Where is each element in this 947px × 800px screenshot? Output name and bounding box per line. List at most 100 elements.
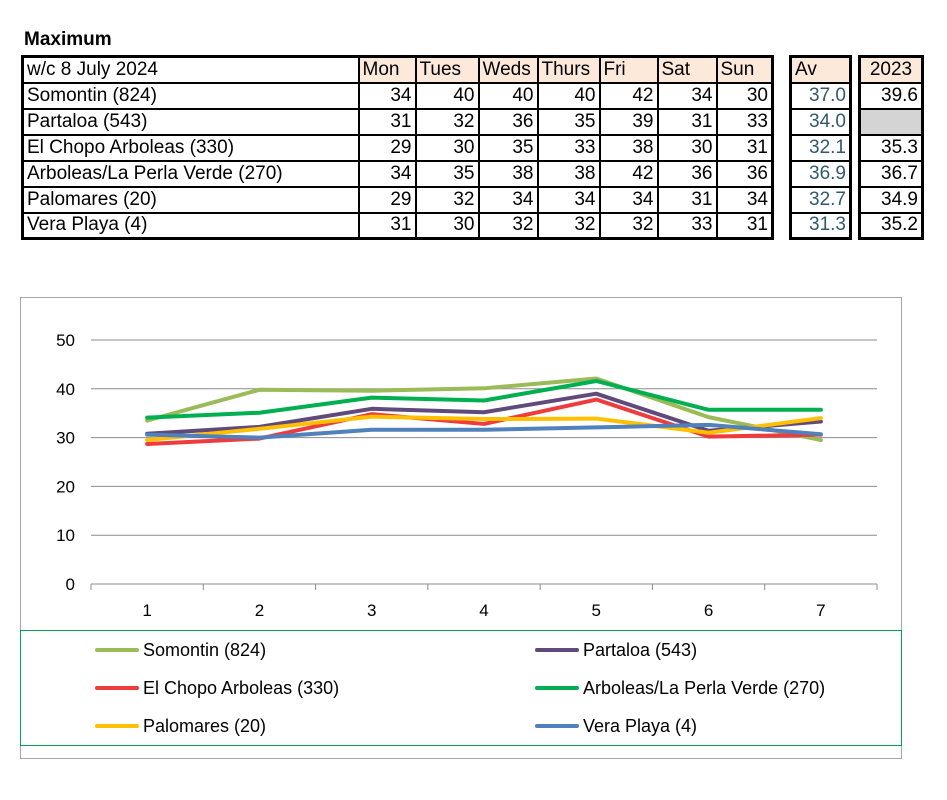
legend-label: Arboleas/La Perla Verde (270) — [583, 677, 826, 698]
legend-label: Vera Playa (4) — [583, 715, 698, 736]
table-cell: 31 — [656, 185, 718, 214]
y-tick-label: 10 — [56, 526, 75, 545]
av-cell: 34.0 — [789, 107, 852, 136]
chart-legend: Somontin (824) Partaloa (543) El Chopo Arb… — [20, 630, 902, 746]
legend-swatch — [535, 686, 579, 690]
table-row: Somontin (824) 34 40 40 40 42 34 30 — [21, 81, 774, 110]
table-cell: 30 — [656, 133, 718, 162]
table-cell: 30 — [414, 133, 480, 162]
table-cell: 35 — [414, 159, 480, 188]
series-line — [145, 378, 823, 420]
legend-item: Vera Playa (4) — [535, 714, 697, 738]
table-cell: 38 — [598, 133, 659, 162]
week-label: w/c 8 July 2024 — [21, 55, 360, 84]
section-title: Maximum — [24, 29, 112, 50]
av-cell: 37.0 — [789, 81, 852, 110]
location-name: Somontin (824) — [21, 81, 360, 110]
table-cell: 34 — [656, 81, 718, 110]
series-line — [145, 422, 823, 440]
legend-item: Somontin (824) — [95, 638, 266, 662]
table-cell: 36 — [656, 159, 718, 188]
table-cell: 31 — [357, 211, 417, 240]
day-header: Thurs — [536, 55, 601, 84]
table-cell: 34 — [536, 185, 601, 214]
day-header: Tues — [414, 55, 480, 84]
legend-item: Arboleas/La Perla Verde (270) — [535, 676, 825, 700]
year-cell: 35.3 — [858, 133, 924, 162]
table-cell: 32 — [414, 107, 480, 136]
table-row: Vera Playa (4) 31 30 32 32 32 33 31 — [21, 211, 774, 240]
location-name: Partaloa (543) — [21, 107, 360, 136]
table-cell: 29 — [357, 185, 417, 214]
legend-swatch — [535, 724, 579, 728]
year-header: 2023 — [858, 55, 924, 84]
legend-swatch — [95, 686, 139, 690]
table-cell: 33 — [656, 211, 718, 240]
location-name: Palomares (20) — [21, 185, 360, 214]
table-cell: 42 — [598, 159, 659, 188]
x-tick-label: 3 — [367, 601, 376, 620]
table-cell: 30 — [715, 81, 774, 110]
average-table: Av 37.0 34.0 32.1 36.9 32.7 31.3 — [789, 55, 852, 240]
chart-area: 0 10 20 30 40 50 1 2 3 4 5 6 7 — [20, 297, 902, 759]
table-cell: 31 — [715, 211, 774, 240]
table-cell: 40 — [414, 81, 480, 110]
table-cell: 32 — [414, 185, 480, 214]
x-tick-label: 7 — [816, 601, 825, 620]
legend-swatch — [535, 648, 579, 652]
series-line — [145, 376, 823, 443]
table-header-row: w/c 8 July 2024 Mon Tues Weds Thurs Fri … — [21, 55, 774, 84]
x-tick-label: 5 — [592, 601, 601, 620]
legend-item: Palomares (20) — [95, 714, 266, 738]
table-cell: 35 — [536, 107, 601, 136]
av-cell: 31.3 — [789, 211, 852, 240]
legend-label: El Chopo Arboleas (330) — [143, 677, 340, 698]
table-cell: 34 — [477, 185, 539, 214]
table-cell: 42 — [598, 81, 659, 110]
table-cell: 32 — [536, 211, 601, 240]
day-header: Fri — [598, 55, 659, 84]
year-cell-blank — [858, 107, 924, 136]
table-cell: 34 — [357, 159, 417, 188]
x-tick-label: 6 — [704, 601, 713, 620]
legend-label: Palomares (20) — [143, 715, 267, 736]
table-cell: 33 — [536, 133, 601, 162]
table-cell: 34 — [715, 185, 774, 214]
table-cell: 34 — [598, 185, 659, 214]
table-cell: 33 — [715, 107, 774, 136]
table-cell: 30 — [414, 211, 480, 240]
table-row: Partaloa (543) 31 32 36 35 39 31 33 — [21, 107, 774, 136]
legend-item: El Chopo Arboleas (330) — [95, 676, 339, 700]
y-tick-label: 30 — [56, 429, 75, 448]
table-cell: 40 — [477, 81, 539, 110]
y-tick-label: 0 — [66, 575, 75, 594]
table-cell: 40 — [536, 81, 601, 110]
table-cell: 31 — [715, 133, 774, 162]
year-cell: 35.2 — [858, 211, 924, 240]
previous-year-table: 2023 39.6 35.3 36.7 34.9 35.2 — [858, 55, 924, 240]
y-tick-label: 40 — [56, 380, 75, 399]
location-name: El Chopo Arboleas (330) — [21, 133, 360, 162]
av-header: Av — [789, 55, 852, 84]
table-row: Arboleas/La Perla Verde (270) 34 35 38 3… — [21, 159, 774, 188]
x-tick-label: 2 — [255, 601, 264, 620]
av-cell: 36.9 — [789, 159, 852, 188]
av-cell: 32.7 — [789, 185, 852, 214]
table-cell: 39 — [598, 107, 659, 136]
av-cell: 32.1 — [789, 133, 852, 162]
table-cell: 36 — [477, 107, 539, 136]
table-cell: 38 — [536, 159, 601, 188]
y-tick-label: 50 — [56, 331, 75, 350]
day-header: Sat — [656, 55, 718, 84]
temperature-table: w/c 8 July 2024 Mon Tues Weds Thurs Fri … — [21, 55, 774, 240]
legend-swatch — [95, 724, 139, 728]
x-tick-label: 1 — [142, 601, 151, 620]
table-cell: 32 — [477, 211, 539, 240]
table-cell: 35 — [477, 133, 539, 162]
table-cell: 32 — [598, 211, 659, 240]
table-cell: 31 — [357, 107, 417, 136]
legend-label: Somontin (824) — [143, 639, 267, 660]
table-row: El Chopo Arboleas (330) 29 30 35 33 38 3… — [21, 133, 774, 162]
series-line — [145, 414, 823, 443]
table-cell: 29 — [357, 133, 417, 162]
